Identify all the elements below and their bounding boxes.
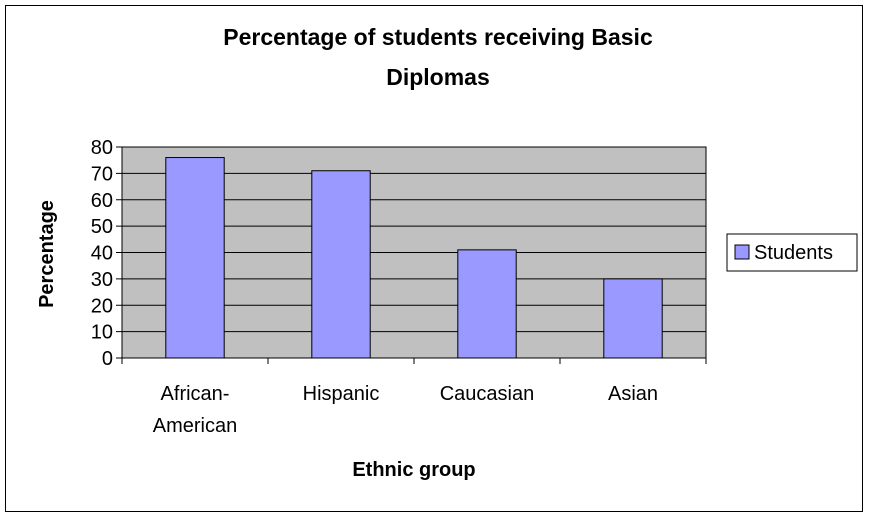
y-tick-label: 20 [91,295,113,317]
y-tick-label: 0 [102,348,113,370]
y-axis: 0 10 20 30 40 50 60 70 80 [91,137,123,370]
bar-hispanic [311,170,371,359]
chart-title-line-2: Diplomas [386,64,490,90]
y-tick-label: 40 [91,243,113,265]
legend-label: Students [754,242,833,264]
x-tick-label: African- [161,383,230,405]
x-tick-label: Caucasian [440,383,535,405]
y-tick-label: 50 [91,216,113,238]
y-tick-label: 60 [91,190,113,212]
y-tick-label: 30 [91,269,113,291]
y-tick-label: 10 [91,322,113,344]
chart-title-line-1: Percentage of students receiving Basic [223,24,653,50]
y-tick-label: 80 [91,137,113,159]
x-tick-label: Hispanic [303,383,380,405]
bar-caucasian [457,249,517,359]
y-axis-title: Percentage [36,200,58,308]
bar-asian [603,278,663,359]
legend-swatch [734,244,750,260]
x-axis: African- American Hispanic Caucasian Asian [121,357,707,437]
x-axis-title: Ethnic group [352,459,475,481]
legend: Students [726,233,858,272]
y-tick-label: 70 [91,163,113,185]
x-tick-label: American [153,415,237,437]
bars [165,157,663,359]
bar-african-american [165,157,225,359]
x-tick-label: Asian [608,383,658,405]
